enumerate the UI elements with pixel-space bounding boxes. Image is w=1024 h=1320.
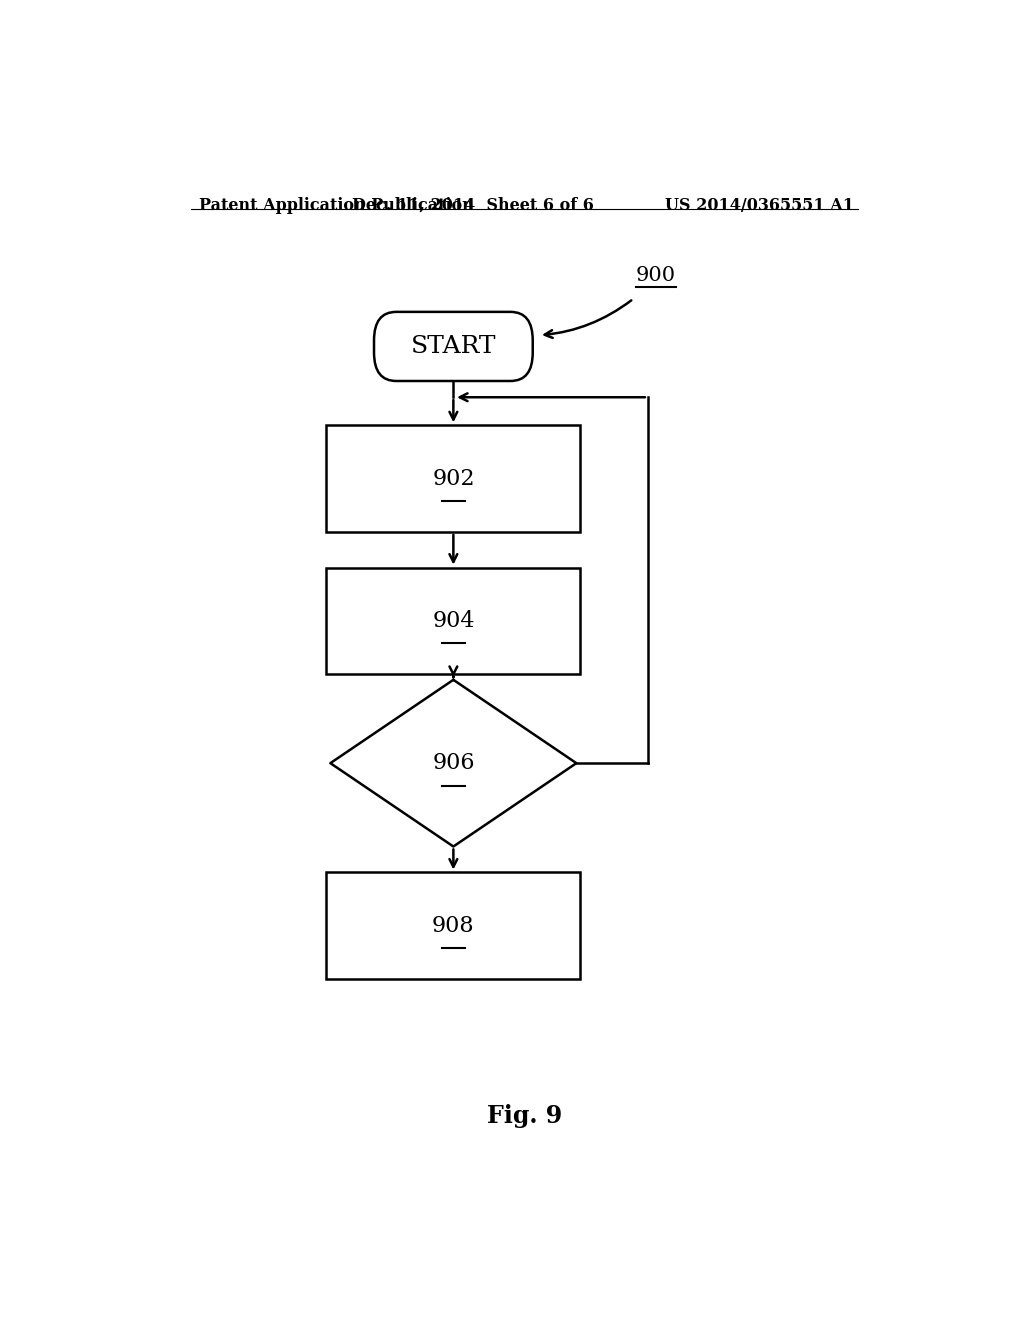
Bar: [327, 425, 581, 532]
Text: US 2014/0365551 A1: US 2014/0365551 A1: [666, 197, 854, 214]
Text: START: START: [411, 335, 496, 358]
Text: 904: 904: [432, 610, 475, 632]
FancyBboxPatch shape: [374, 312, 532, 381]
Text: Fig. 9: Fig. 9: [487, 1104, 562, 1127]
Text: 906: 906: [432, 752, 475, 774]
Bar: [327, 568, 581, 675]
Text: 908: 908: [432, 915, 475, 937]
Text: Dec. 11, 2014  Sheet 6 of 6: Dec. 11, 2014 Sheet 6 of 6: [352, 197, 594, 214]
Text: Patent Application Publication: Patent Application Publication: [200, 197, 474, 214]
Bar: [327, 873, 581, 979]
Text: 900: 900: [636, 267, 676, 285]
Text: 902: 902: [432, 467, 475, 490]
